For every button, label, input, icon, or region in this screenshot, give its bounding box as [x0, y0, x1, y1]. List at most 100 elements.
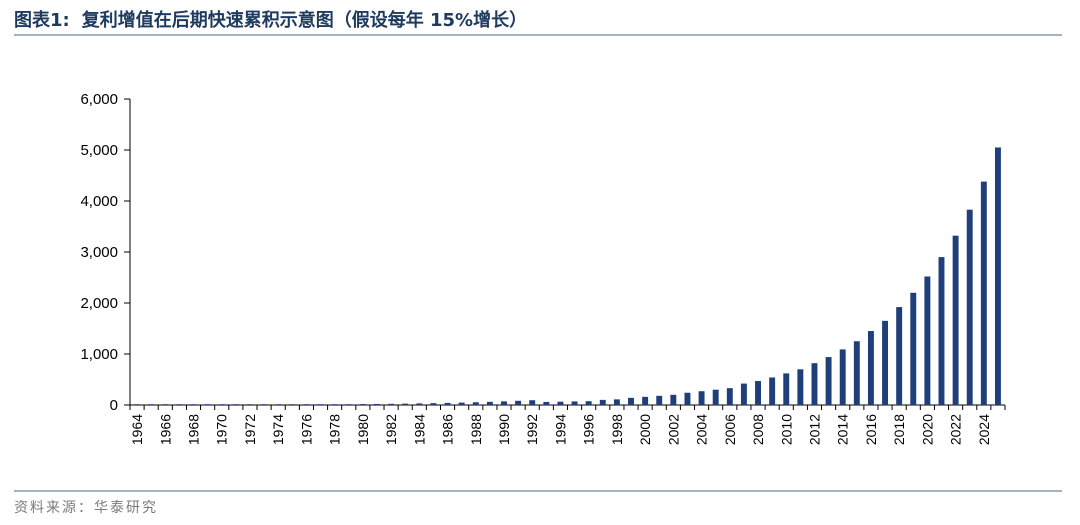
bar-1980 — [359, 404, 366, 405]
bar-1978 — [331, 404, 338, 405]
bar-2019 — [910, 292, 917, 405]
bar-1979 — [345, 404, 352, 405]
bar-2016 — [867, 331, 874, 405]
bar-2014 — [839, 349, 846, 405]
bar-1975 — [289, 404, 296, 405]
bar-2013 — [825, 357, 832, 405]
title-underline — [14, 34, 1062, 36]
x-tick-label: 1964 — [129, 414, 145, 445]
x-tick-label: 1996 — [581, 414, 597, 445]
figure-title: 复利增值在后期快速累积示意图（假设每年 15%增长） — [81, 10, 528, 31]
bars — [134, 147, 1001, 405]
bar-1994 — [557, 401, 564, 405]
bar-1974 — [275, 404, 282, 405]
bar-2009 — [769, 377, 776, 405]
bar-1987 — [458, 402, 465, 405]
bar-2020 — [924, 276, 931, 405]
bar-1973 — [261, 404, 268, 405]
bar-2000 — [642, 396, 649, 405]
x-tick-label: 2016 — [863, 414, 879, 445]
bar-1986 — [444, 402, 451, 405]
x-tick-label: 2020 — [919, 414, 935, 445]
y-tick-label: 6,000 — [80, 91, 118, 108]
bar-1989 — [486, 401, 493, 405]
x-tick-label: 1972 — [242, 414, 258, 445]
bar-1998 — [613, 399, 620, 405]
bar-1967 — [176, 404, 183, 405]
y-tick-label: 1,000 — [80, 346, 118, 363]
bar-1984 — [416, 403, 423, 405]
bar-2021 — [938, 257, 945, 405]
bar-1990 — [501, 401, 507, 405]
x-tick-label: 2008 — [750, 414, 766, 445]
y-tick-label: 0 — [110, 397, 118, 414]
bar-2006 — [726, 388, 733, 405]
bar-2022 — [952, 235, 959, 405]
bar-2010 — [783, 373, 790, 405]
x-tick-label: 2006 — [722, 414, 738, 445]
x-tick-label: 1968 — [186, 414, 202, 445]
x-tick-label: 1990 — [496, 414, 512, 445]
bar-1983 — [402, 403, 409, 405]
source-note: 资料来源：华泰研究 — [14, 500, 158, 516]
x-tick-label: 1966 — [157, 414, 173, 445]
x-tick-label: 1984 — [411, 414, 427, 445]
bar-1985 — [430, 403, 437, 405]
y-tick-label: 5,000 — [80, 142, 118, 159]
bar-1981 — [374, 403, 380, 405]
bar-2017 — [882, 320, 889, 405]
bar-2003 — [684, 392, 691, 405]
y-axis: 0 1,000 2,000 3,000 4,000 5,000 6,000 — [80, 91, 131, 414]
x-tick-label: 2014 — [835, 414, 851, 445]
bar-1988 — [472, 402, 479, 405]
bar-1977 — [317, 404, 324, 405]
bar-1995 — [571, 401, 578, 405]
bar-1996 — [585, 401, 592, 405]
figure-label: 图表1: — [14, 10, 70, 31]
bar-1982 — [388, 403, 395, 405]
bar-1964 — [134, 404, 141, 405]
x-tick-label: 1988 — [468, 414, 484, 445]
x-tick-label: 1974 — [270, 414, 286, 445]
bar-2008 — [755, 381, 761, 405]
x-tick-label: 1994 — [552, 414, 568, 445]
y-tick-label: 4,000 — [80, 193, 118, 210]
x-tick-label: 1992 — [524, 414, 540, 445]
bar-1970 — [218, 404, 225, 405]
bar-1966 — [162, 404, 169, 405]
x-tick-label: 2012 — [806, 414, 822, 445]
bar-2018 — [896, 307, 903, 405]
x-tick-label: 1970 — [214, 414, 230, 445]
bar-2011 — [797, 369, 804, 405]
x-tick-label: 2000 — [637, 414, 653, 445]
x-tick-label: 2002 — [665, 414, 681, 445]
bar-1965 — [148, 404, 155, 405]
bar-1993 — [543, 401, 550, 405]
bar-2007 — [740, 383, 747, 405]
bar-1997 — [599, 399, 606, 405]
bar-1999 — [628, 397, 634, 405]
bar-1972 — [246, 404, 253, 405]
bar-1976 — [303, 404, 310, 405]
x-tick-label: 1998 — [609, 414, 625, 445]
bar-1969 — [204, 404, 211, 405]
bar-1991 — [515, 400, 522, 405]
bar-2001 — [656, 395, 663, 405]
x-tick-label: 2010 — [778, 414, 794, 445]
x-tick-label: 1978 — [327, 414, 343, 445]
chart-title: 图表1: 复利增值在后期快速累积示意图（假设每年 15%增长） — [14, 6, 527, 32]
bar-2015 — [853, 341, 860, 405]
bar-2023 — [966, 209, 973, 405]
x-tick-label: 2018 — [891, 414, 907, 445]
bar-2002 — [670, 394, 677, 405]
bar-2005 — [712, 389, 719, 405]
y-tick-label: 2,000 — [80, 295, 118, 312]
bar-1968 — [190, 404, 197, 405]
x-tick-label: 1982 — [383, 414, 399, 445]
x-tick-label: 2004 — [694, 414, 710, 445]
x-tick-label: 2024 — [976, 414, 992, 445]
x-axis: 1964 1966 1968 1970 1972 1974 1976 1978 1980 1982… — [129, 404, 1006, 445]
bar-2025 — [994, 147, 1001, 405]
x-tick-label: 2022 — [948, 414, 964, 445]
bar-2012 — [811, 363, 818, 405]
